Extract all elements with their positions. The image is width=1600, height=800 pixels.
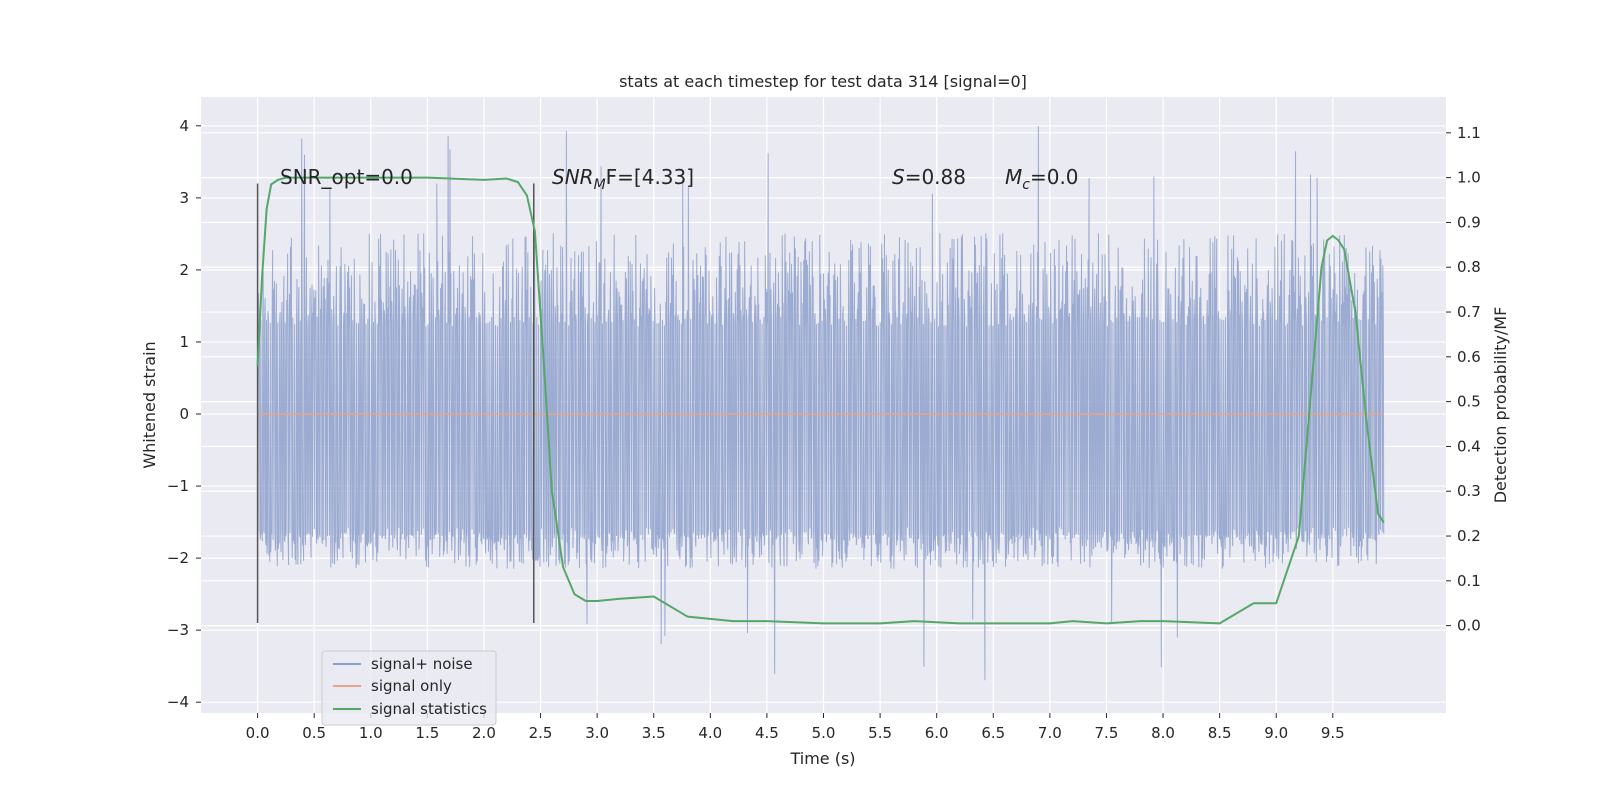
y-tick-label-right: 0.0 — [1457, 617, 1481, 635]
series-signal-noise — [257, 126, 1385, 681]
y-tick-label-left: −3 — [167, 621, 189, 639]
series-lines — [256, 176, 1385, 625]
snr-mf-rest: F=[4.33] — [606, 165, 694, 189]
y-tick-label-right: 0.7 — [1457, 303, 1481, 321]
y-tick-label-left: −2 — [167, 549, 189, 567]
x-tick-label: 9.5 — [1321, 724, 1345, 742]
x-tick-label: 0.5 — [302, 724, 326, 742]
x-tick-label: 4.0 — [698, 724, 722, 742]
y-tick-label-left: 0 — [179, 405, 189, 423]
legend-label-signal-statistics: signal statistics — [371, 700, 487, 718]
x-tick-label: 5.0 — [812, 724, 836, 742]
legend-label-signal-only: signal only — [371, 677, 452, 695]
x-tick-label: 2.5 — [529, 724, 553, 742]
y-tick-label-right: 1.1 — [1457, 124, 1481, 142]
s-main: S — [892, 165, 905, 189]
ticks: 0.0 0.5 1.0 1.5 2.0 2.5 3.0 3.5 4.0 4.5 5.0 5.5 6.0 6… — [167, 117, 1481, 742]
annotation-snr-mf: SNRMF=[4.33] — [552, 165, 694, 193]
snr-mf-main: SNR — [552, 165, 594, 189]
x-tick-label: 7.5 — [1095, 724, 1119, 742]
y-tick-label-left: −1 — [167, 477, 189, 495]
x-axis-label: Time (s) — [789, 749, 855, 768]
x-tick-label: 2.0 — [472, 724, 496, 742]
x-tick-label: 4.5 — [755, 724, 779, 742]
y-tick-label-right: 0.6 — [1457, 348, 1481, 366]
x-tick-label: 1.0 — [359, 724, 383, 742]
y-tick-label-right: 0.4 — [1457, 437, 1481, 455]
x-tick-label: 9.0 — [1264, 724, 1288, 742]
y-axis-label-right: Detection probability/MF — [1491, 307, 1510, 504]
annotation-s: S=0.88 — [892, 165, 966, 189]
x-tick-label: 6.0 — [925, 724, 949, 742]
x-tick-label: 6.5 — [981, 724, 1005, 742]
y-tick-label-left: −4 — [167, 693, 189, 711]
x-tick-label: 8.0 — [1151, 724, 1175, 742]
y-axis-label-left: Whitened strain — [140, 341, 159, 468]
annotation-snr-opt: SNR_opt=0.0 — [280, 165, 413, 189]
y-tick-label-left: 1 — [179, 333, 189, 351]
y-tick-label-right: 0.2 — [1457, 527, 1481, 545]
chart-title: stats at each timestep for test data 314… — [619, 72, 1027, 91]
y-tick-label-left: 3 — [179, 189, 189, 207]
x-tick-label: 3.5 — [642, 724, 666, 742]
annotation-mc: Mc=0.0 — [1005, 165, 1079, 193]
x-tick-label: 7.0 — [1038, 724, 1062, 742]
legend: signal+ noise signal only signal statist… — [321, 650, 497, 726]
y-tick-label-right: 0.1 — [1457, 572, 1481, 590]
snr-mf-sub: M — [594, 177, 606, 193]
y-tick-label-left: 4 — [179, 117, 189, 135]
mc-sub: c — [1022, 177, 1030, 193]
noise-series — [257, 126, 1385, 681]
x-tick-label: 1.5 — [415, 724, 439, 742]
legend-label-signal-noise: signal+ noise — [371, 655, 473, 673]
mc-main: M — [1005, 165, 1022, 189]
y-tick-label-right: 0.9 — [1457, 213, 1481, 231]
series-signal-statistics — [256, 176, 1385, 625]
y-tick-label-right: 0.5 — [1457, 393, 1481, 411]
y-tick-label-right: 0.8 — [1457, 258, 1481, 276]
s-rest: =0.88 — [905, 165, 966, 189]
y-tick-label-left: 2 — [179, 261, 189, 279]
legend-box — [321, 650, 497, 726]
y-tick-label-right: 0.3 — [1457, 482, 1481, 500]
mc-rest: =0.0 — [1030, 165, 1079, 189]
x-tick-label: 0.0 — [246, 724, 270, 742]
x-tick-label: 8.5 — [1208, 724, 1232, 742]
x-tick-label: 3.0 — [585, 724, 609, 742]
x-tick-label: 5.5 — [868, 724, 892, 742]
y-tick-label-right: 1.0 — [1457, 169, 1481, 187]
